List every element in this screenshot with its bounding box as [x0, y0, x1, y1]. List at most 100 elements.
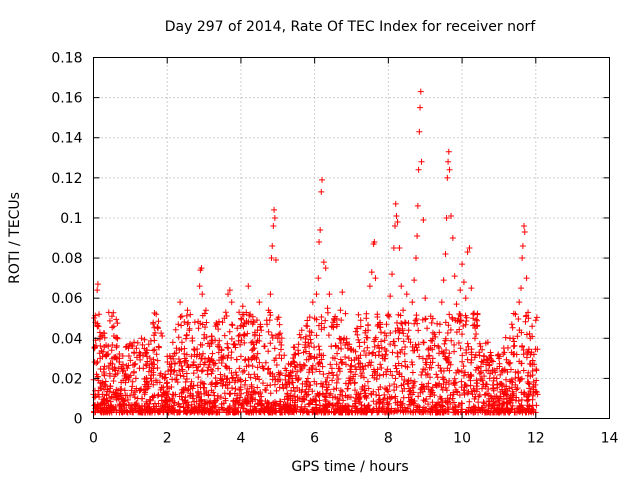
data-point: [484, 356, 491, 363]
data-point: [487, 355, 494, 362]
data-point: [213, 319, 220, 326]
data-point: [518, 360, 525, 367]
data-point: [311, 353, 318, 360]
data-point: [233, 356, 240, 363]
data-point: [232, 369, 239, 376]
data-point: [297, 334, 304, 341]
data-point: [355, 360, 362, 367]
data-point: [407, 391, 414, 398]
data-point: [183, 376, 190, 383]
data-point: [485, 385, 492, 392]
data-point: [469, 391, 476, 398]
data-point: [387, 293, 394, 300]
data-point: [186, 325, 193, 332]
data-point: [141, 375, 148, 382]
data-point: [471, 387, 478, 394]
data-point: [322, 317, 329, 324]
data-point: [190, 392, 197, 399]
data-point: [333, 371, 340, 378]
data-point: [319, 390, 326, 397]
data-point: [361, 387, 368, 394]
data-point: [231, 409, 238, 416]
data-point: [183, 351, 190, 358]
data-point: [177, 299, 184, 306]
data-point: [416, 353, 423, 360]
data-point: [323, 386, 330, 393]
data-point: [94, 281, 101, 288]
data-point: [188, 353, 195, 360]
data-point: [333, 315, 340, 322]
data-point: [398, 382, 405, 389]
data-point: [412, 341, 419, 348]
data-point: [172, 391, 179, 398]
data-point: [219, 354, 226, 361]
data-point: [520, 367, 527, 374]
data-point: [450, 399, 457, 406]
data-point: [354, 331, 361, 338]
data-point: [441, 340, 448, 347]
data-point: [240, 332, 247, 339]
data-point: [372, 334, 379, 341]
data-point: [341, 405, 348, 412]
data-point: [210, 389, 217, 396]
data-point: [151, 310, 158, 317]
data-point: [415, 341, 422, 348]
data-point: [100, 408, 107, 415]
data-point: [112, 389, 119, 396]
data-point: [182, 378, 189, 385]
data-point: [269, 376, 276, 383]
data-point: [109, 324, 116, 331]
y-tick-labels: 0 0.02 0.04 0.06 0.08 0.1 0.12 0.14 0.16 0.18: [51, 51, 82, 428]
data-point: [466, 398, 473, 405]
data-point: [427, 391, 434, 398]
data-point: [352, 348, 359, 355]
data-point: [420, 404, 427, 411]
data-point: [198, 265, 205, 272]
data-point: [314, 390, 321, 397]
data-point: [395, 311, 402, 318]
data-point: [497, 371, 504, 378]
data-point: [405, 394, 412, 401]
data-point: [364, 344, 371, 351]
data-point: [410, 382, 417, 389]
y-tick-label: 0.12: [51, 171, 82, 187]
data-point: [131, 350, 138, 357]
data-point: [345, 355, 352, 362]
data-point: [197, 379, 204, 386]
data-point: [318, 326, 325, 333]
data-point: [144, 404, 151, 411]
data-point: [487, 349, 494, 356]
data-point: [298, 404, 305, 411]
data-point: [272, 257, 279, 264]
data-point: [222, 309, 229, 316]
data-point: [355, 395, 362, 402]
data-point: [389, 271, 396, 278]
data-point: [256, 332, 263, 339]
y-tick-label: 0.08: [51, 251, 82, 267]
data-point: [236, 386, 243, 393]
data-point: [426, 352, 433, 359]
data-point: [376, 392, 383, 399]
data-point: [460, 387, 467, 394]
data-point: [428, 319, 435, 326]
data-point: [490, 385, 497, 392]
data-point: [180, 373, 187, 380]
data-point: [297, 409, 304, 416]
data-point: [217, 371, 224, 378]
data-point: [105, 350, 112, 357]
data-point: [496, 360, 503, 367]
data-point: [198, 408, 205, 415]
data-point: [316, 368, 323, 375]
data-point: [227, 390, 234, 397]
data-point: [201, 380, 208, 387]
data-point: [508, 376, 515, 383]
data-point: [476, 352, 483, 359]
data-point: [167, 371, 174, 378]
data-point: [250, 341, 257, 348]
data-point: [305, 378, 312, 385]
data-point: [394, 353, 401, 360]
data-point: [493, 393, 500, 400]
data-point: [465, 407, 472, 414]
data-point: [400, 330, 407, 337]
